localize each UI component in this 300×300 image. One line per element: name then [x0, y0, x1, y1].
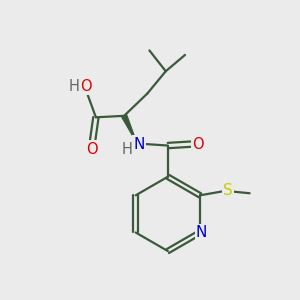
Polygon shape	[122, 115, 136, 142]
Text: H: H	[69, 79, 80, 94]
Text: N: N	[196, 225, 207, 240]
Text: O: O	[192, 136, 203, 152]
Text: S: S	[223, 183, 232, 198]
Text: O: O	[86, 142, 98, 157]
Text: O: O	[80, 79, 91, 94]
Text: N: N	[133, 136, 145, 152]
Text: H: H	[122, 142, 133, 157]
